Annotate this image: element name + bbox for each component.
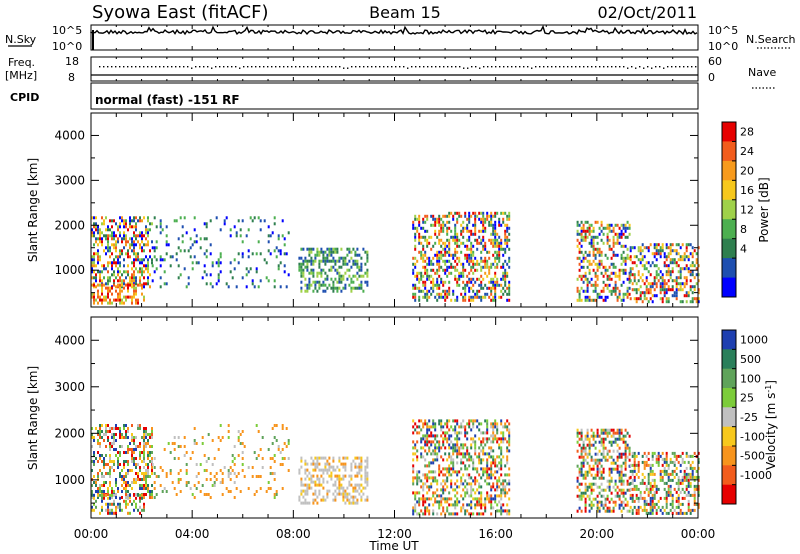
cpid-label: CPID <box>10 91 39 104</box>
colorbar-tick-label: 500 <box>740 353 761 366</box>
power-colorbar-label: Power [dB] <box>757 177 771 242</box>
colorbar-tick-label: -500 <box>740 450 765 463</box>
colorbar-tick-label: 1000 <box>740 334 768 347</box>
station-title: Syowa East (fitACF) <box>92 2 268 23</box>
colorbar-swatch <box>722 199 736 220</box>
colorbar-tick-label: 8 <box>740 223 747 236</box>
colorbar-swatch <box>722 349 736 370</box>
ytick-label: 2000 <box>54 426 85 440</box>
colorbar-swatch <box>722 180 736 201</box>
colorbar-swatch <box>722 388 736 408</box>
colorbar-tick-label: -1000 <box>740 469 772 482</box>
xtick-label: 20:00 <box>580 527 615 541</box>
freq-panel-ticks <box>90 57 699 81</box>
cpid-text: normal (fast) -151 RF <box>95 93 240 107</box>
colorbar-tick-label: 4 <box>740 242 747 255</box>
xtick-label: 16:00 <box>478 527 513 541</box>
power-panel: 4000 3000 2000 1000 Slant Range [km] <box>26 112 700 308</box>
colorbar-swatch <box>722 446 736 466</box>
colorbar-swatch <box>722 330 736 350</box>
nsky-label: N.Sky <box>5 33 37 46</box>
xtick-label: 00:00 <box>681 527 716 541</box>
colorbar-tick-label: 25 <box>740 392 754 405</box>
power-data <box>91 211 700 305</box>
nsky-tick-bottom: 10^0 <box>52 40 82 53</box>
colorbar-tick-label: 24 <box>740 145 754 158</box>
colorbar-swatch <box>722 219 736 240</box>
colorbar-swatch <box>722 258 736 278</box>
ytick-label: 1000 <box>54 263 85 277</box>
nsky-trace <box>90 24 698 36</box>
colorbar-swatch <box>722 368 736 389</box>
velocity-axes: 4000 3000 2000 1000 00:00 04:00 08:00 12:00 16:0… <box>54 317 715 541</box>
ytick-label: 4000 <box>54 128 85 142</box>
colorbar-tick-label: -100 <box>740 430 765 443</box>
freq-panel: Freq. [MHz] 18 8 60 0 Nave <box>5 55 776 89</box>
nave-trace <box>99 66 697 69</box>
velocity-data <box>91 419 700 516</box>
velocity-colorbar-label: Velocity [m s-1] <box>764 380 779 470</box>
xaxis-label: Time UT <box>368 539 419 553</box>
colorbar-swatch <box>722 426 736 447</box>
colorbar-swatch <box>722 141 736 162</box>
colorbar-swatch <box>722 407 736 428</box>
colorbar-tick-label: 12 <box>740 204 754 217</box>
nsky-tick-top: 10^5 <box>52 24 82 37</box>
ytick-label: 3000 <box>54 380 85 394</box>
nsky-panel-ticks <box>90 25 699 50</box>
velocity-panel: 4000 3000 2000 1000 00:00 04:00 08:00 12:00 16:0… <box>26 316 715 553</box>
freq-tick-top: 18 <box>65 55 79 68</box>
freq-tick-bottom: 8 <box>68 71 75 84</box>
nsearch-label: N.Search <box>746 33 796 46</box>
colorbar-swatch <box>722 160 736 181</box>
velocity-colorbar: 1000 500 100 25 -25 -100 -500 -1000 <box>721 329 772 505</box>
freq-label: Freq. <box>8 56 35 69</box>
colorbar-tick-label: 20 <box>740 165 754 178</box>
ytick-label: 4000 <box>54 333 85 347</box>
colorbar-swatch <box>722 238 736 259</box>
beam-title: Beam 15 <box>369 3 441 22</box>
xtick-label: 12:00 <box>377 527 412 541</box>
nsearch-tick-bottom: 10^0 <box>708 40 738 53</box>
colorbar-tick-label: -25 <box>740 411 758 424</box>
velocity-ylabel: Slant Range [km] <box>26 366 40 470</box>
xtick-label: 04:00 <box>175 527 210 541</box>
nsky-panel: N.Sky 10^5 10^0 10^5 10^0 N.Search <box>5 24 796 53</box>
colorbar-swatch <box>722 122 736 142</box>
ytick-label: 1000 <box>54 473 85 487</box>
power-axes: 4000 3000 2000 1000 <box>54 113 699 307</box>
colorbar-tick-label: 100 <box>740 372 761 385</box>
colorbar-swatch <box>722 484 736 505</box>
ytick-label: 3000 <box>54 173 85 187</box>
date-title: 02/Oct/2011 <box>597 3 697 22</box>
nave-label: Nave <box>748 66 776 79</box>
power-colorbar: 28 24 20 16 12 8 4 <box>721 121 754 298</box>
colorbar-tick-label: 16 <box>740 184 754 197</box>
xtick-label: 00:00 <box>74 527 109 541</box>
colorbar-swatch <box>722 465 736 486</box>
nave-tick-bottom: 0 <box>708 71 715 84</box>
ytick-label: 2000 <box>54 218 85 232</box>
power-ylabel: Slant Range [km] <box>26 158 40 262</box>
colorbar-swatch <box>722 277 736 298</box>
colorbar-tick-label: 28 <box>740 126 754 139</box>
nsearch-tick-top: 10^5 <box>708 24 738 37</box>
cpid-panel: CPID normal (fast) -151 RF <box>10 82 699 110</box>
xtick-label: 08:00 <box>276 527 311 541</box>
freq-unit: [MHz] <box>5 69 37 82</box>
nave-tick-top: 60 <box>708 55 722 68</box>
